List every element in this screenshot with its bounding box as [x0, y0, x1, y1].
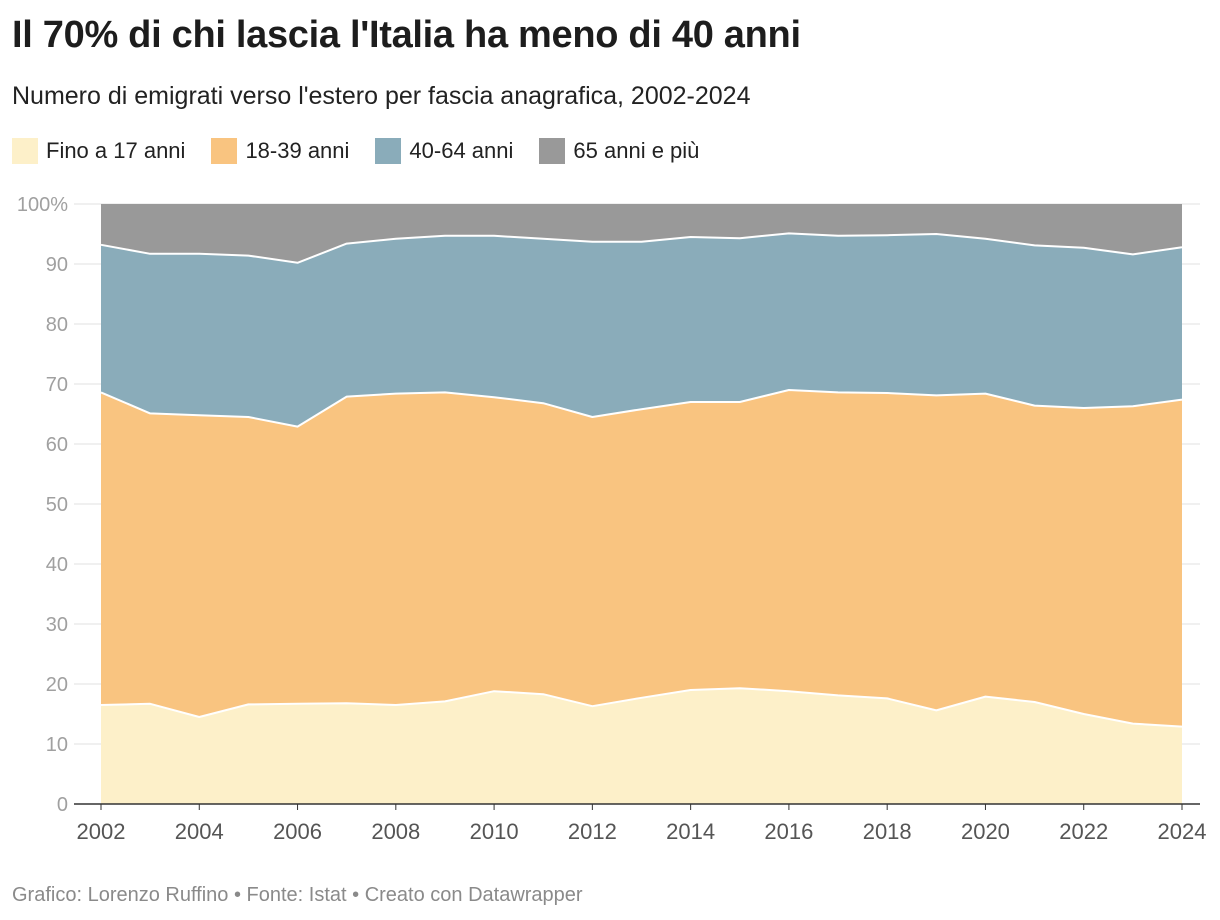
y-tick-label: 40 — [46, 554, 68, 576]
area-series-3 — [101, 204, 1182, 263]
x-tick-label: 2004 — [175, 819, 224, 844]
area-layer — [101, 204, 1182, 804]
area-series-0 — [101, 688, 1182, 804]
legend-swatch-40-64 — [375, 138, 402, 164]
y-tick-label: 10 — [46, 734, 68, 756]
legend-label-18-39: 18-39 anni — [245, 138, 350, 163]
x-tick-label: 2010 — [470, 819, 519, 844]
legend-swatch-65-plus — [539, 138, 566, 164]
series-boundary-line — [100, 232, 1183, 264]
chart-footer: Grafico: Lorenzo Ruffino • Fonte: Istat … — [12, 884, 583, 906]
legend-label-65-plus: 65 anni e più — [573, 138, 700, 163]
x-tick-label: 2008 — [371, 819, 420, 844]
x-tick-label: 2022 — [1059, 819, 1108, 844]
series-boundary-line — [100, 687, 1183, 728]
legend-item-under-17: Fino a 17 anni — [12, 138, 185, 164]
legend-label-40-64: 40-64 anni — [409, 138, 514, 163]
chart-subtitle: Numero di emigrati verso l'estero per fa… — [12, 82, 751, 110]
chart-title: Il 70% di chi lascia l'Italia ha meno di… — [12, 14, 801, 56]
y-tick-label: 0 — [57, 794, 68, 816]
area-series-1 — [101, 390, 1182, 727]
series-boundary-line — [100, 389, 1183, 428]
legend: Fino a 17 anni 18-39 anni 40-64 anni 65 … — [12, 138, 725, 164]
y-tick-label: 100% — [17, 194, 68, 216]
area-series-2 — [101, 233, 1182, 427]
y-tick-label: 20 — [46, 674, 68, 696]
legend-swatch-under-17 — [12, 138, 38, 164]
x-tick-label: 2024 — [1158, 819, 1207, 844]
y-tick-label: 50 — [46, 494, 68, 516]
y-tick-label: 70 — [46, 374, 68, 396]
x-tick-label: 2006 — [273, 819, 322, 844]
legend-label-under-17: Fino a 17 anni — [46, 138, 186, 163]
x-tick-label: 2012 — [568, 819, 617, 844]
x-tick-label: 2016 — [764, 819, 813, 844]
y-tick-label: 60 — [46, 434, 68, 456]
x-tick-label: 2018 — [863, 819, 912, 844]
legend-item-18-39: 18-39 anni — [211, 138, 349, 164]
axis-layer: 0 10 20 30 40 50 60 70 80 90 100% 2002 2004 2006 2008 2… — [17, 194, 1207, 844]
legend-swatch-18-39 — [211, 138, 238, 164]
y-tick-label: 80 — [46, 314, 68, 336]
legend-item-65-plus: 65 anni e più — [539, 138, 699, 164]
x-tick-label: 2002 — [77, 819, 126, 844]
stacked-area-chart: 0 10 20 30 40 50 60 70 80 90 100% 2002 2004 2006 2008 2… — [17, 194, 1207, 844]
y-tick-label: 30 — [46, 614, 68, 636]
x-tick-label: 2014 — [666, 819, 715, 844]
x-tick-label: 2020 — [961, 819, 1010, 844]
boundary-line-layer — [100, 232, 1183, 728]
legend-item-40-64: 40-64 anni — [375, 138, 513, 164]
y-tick-label: 90 — [46, 254, 68, 276]
